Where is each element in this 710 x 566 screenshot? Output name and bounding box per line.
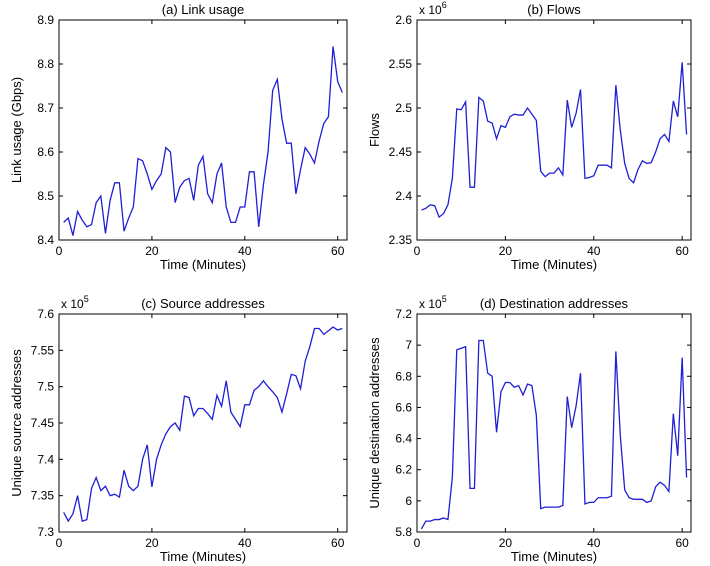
multiplier-exponent: 5 (442, 294, 447, 304)
y-tick-label: 8.8 (37, 57, 54, 71)
x-axis-label: Time (Minutes) (160, 257, 246, 272)
y-tick-label: 6 (405, 494, 412, 508)
x-tick-label: 0 (56, 536, 63, 550)
y-tick-label: 2.35 (389, 233, 413, 247)
y-tick-label: 6.8 (395, 369, 412, 383)
x-axis-label: Time (Minutes) (160, 549, 246, 564)
plot-frame (58, 19, 348, 241)
x-tick-label: 20 (499, 536, 513, 550)
y-tick-label: 7 (405, 338, 412, 352)
x-tick-label: 60 (331, 244, 345, 258)
axis-multiplier: x 106 (419, 0, 447, 17)
y-tick-label: 6.4 (395, 432, 412, 446)
series-line (421, 62, 688, 219)
y-tick-label: 7.35 (31, 489, 55, 503)
multiplier-base: x 10 (419, 3, 442, 17)
y-tick-label: 2.5 (395, 101, 412, 115)
chart-title: (d) Destination addresses (480, 296, 629, 311)
y-tick-label: 5.8 (395, 525, 412, 539)
chart-title: (b) Flows (527, 2, 581, 17)
y-tick-label: 6.2 (395, 463, 412, 477)
x-tick-label: 20 (499, 244, 513, 258)
multiplier-base: x 10 (419, 297, 442, 311)
y-tick-label: 2.4 (395, 189, 412, 203)
axis-multiplier: x 105 (61, 294, 89, 311)
series-line (63, 46, 343, 236)
y-axis-label: Unique source addresses (9, 349, 24, 497)
chart-destination-addresses: 0 20 40 60 5.8 6 6.2 6.4 6.6 6.8 7 7.2 (d) Destinati… (367, 294, 692, 564)
y-tick-label: 7.5 (37, 380, 54, 394)
y-tick-label: 7.2 (395, 307, 412, 321)
axis-multiplier: x 105 (419, 294, 447, 311)
plot-frame (416, 19, 692, 241)
x-tick-label: 20 (145, 536, 159, 550)
multiplier-exponent: 5 (84, 294, 89, 304)
y-tick-label: 8.9 (37, 13, 54, 27)
x-tick-label: 0 (414, 536, 421, 550)
x-tick-label: 60 (675, 244, 689, 258)
plot-frame (58, 313, 348, 533)
y-tick-label: 8.4 (37, 233, 54, 247)
x-tick-label: 20 (145, 244, 159, 258)
y-tick-label: 2.6 (395, 13, 412, 27)
x-axis-label: Time (Minutes) (511, 549, 597, 564)
y-tick-label: 2.45 (389, 145, 413, 159)
series-line (63, 326, 343, 523)
y-tick-label: 8.5 (37, 189, 54, 203)
multiplier-exponent: 6 (442, 0, 447, 10)
series-line (420, 339, 688, 530)
x-tick-label: 40 (238, 536, 252, 550)
x-tick-label: 40 (587, 536, 601, 550)
x-tick-label: 0 (56, 244, 63, 258)
x-tick-label: 40 (587, 244, 601, 258)
chart-title: (a) Link usage (162, 2, 244, 17)
y-tick-label: 7.55 (31, 343, 55, 357)
y-tick-label: 8.7 (37, 101, 54, 115)
y-tick-label: 2.55 (389, 57, 413, 71)
y-tick-label: 7.3 (37, 525, 54, 539)
y-axis-label: Unique destination addresses (367, 337, 382, 509)
x-axis-label: Time (Minutes) (511, 257, 597, 272)
y-axis-label: Link usage (Gbps) (9, 77, 24, 183)
y-tick-label: 7.4 (37, 452, 54, 466)
chart-flows: 0 20 40 60 2.35 2.4 2.45 2.5 2.55 2.6 (b) Flows x 1… (367, 0, 692, 272)
y-tick-label: 6.6 (395, 400, 412, 414)
y-tick-label: 7.6 (37, 307, 54, 321)
chart-title: (c) Source addresses (141, 296, 265, 311)
x-tick-label: 60 (675, 536, 689, 550)
x-tick-label: 40 (238, 244, 252, 258)
chart-link-usage: 0 20 40 60 8.4 8.5 8.6 8.7 8.8 8.9 (a) Link usage T… (9, 2, 348, 272)
multiplier-base: x 10 (61, 297, 84, 311)
x-tick-label: 0 (414, 244, 421, 258)
chart-source-addresses: 0 20 40 60 7.3 7.35 7.4 7.45 7.5 7.55 7.6 (c) Sourc… (9, 294, 348, 564)
y-axis-label: Flows (367, 113, 382, 147)
y-tick-label: 7.45 (31, 416, 55, 430)
y-tick-label: 8.6 (37, 145, 54, 159)
plot-frame (416, 313, 692, 533)
x-tick-label: 60 (331, 536, 345, 550)
